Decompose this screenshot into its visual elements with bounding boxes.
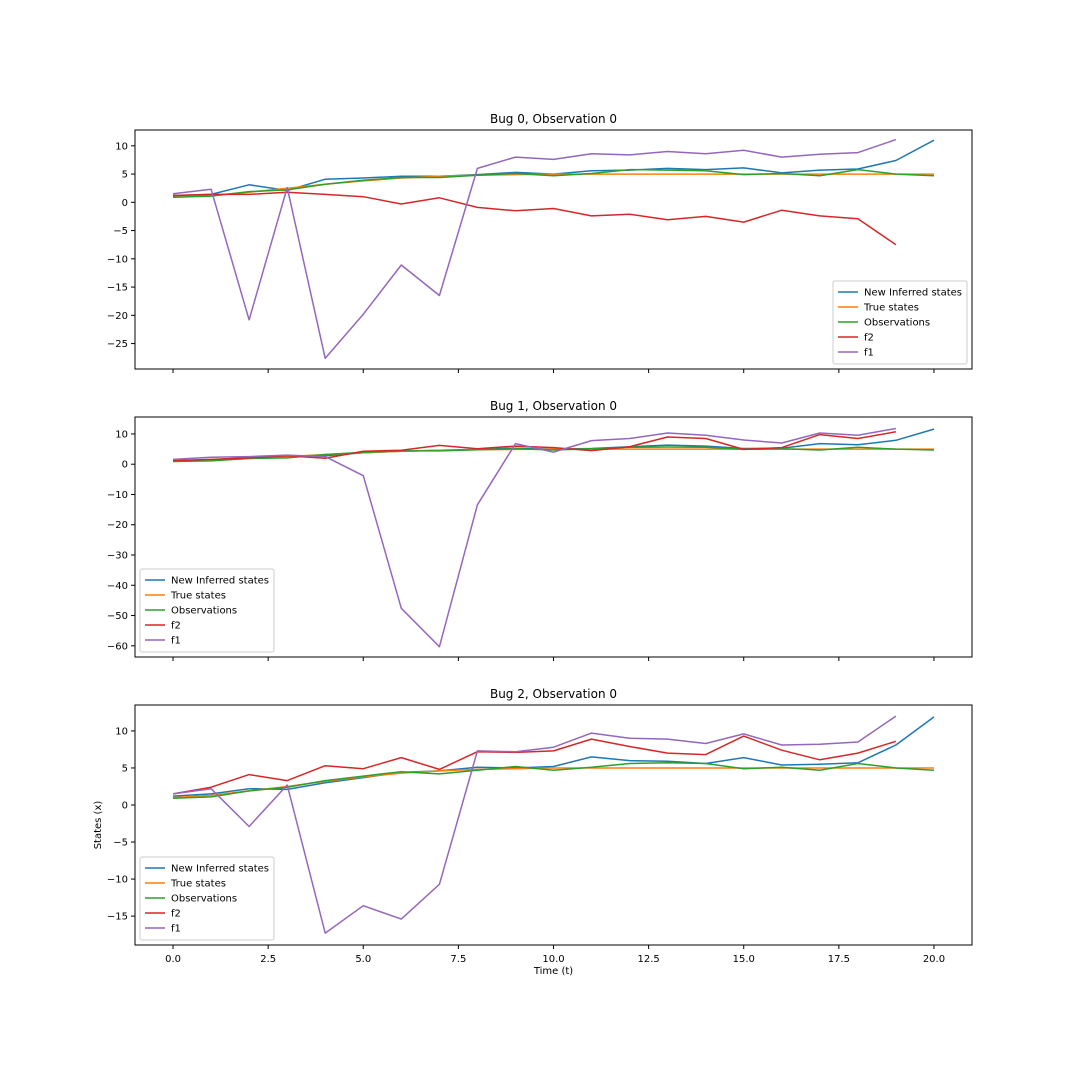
subplot-0: Bug 0, Observation 0 10 5 0 −5 −10 −15 −20 −25 Ne… (107, 112, 973, 373)
axes-frame (134, 129, 973, 370)
x-tick-label: 2.5 (260, 954, 276, 965)
y-tick-label: −40 (107, 581, 128, 592)
subplot-2: Bug 2, Observation 0 0.0 2.5 5.0 7.5 10.0 12.5… (107, 687, 973, 965)
y-tick-label: −10 (107, 875, 128, 886)
series-line-observations (172, 168, 935, 198)
y-axis-label: States (x) (93, 801, 104, 850)
y-tick-label: 0 (122, 460, 128, 471)
legend-label: Observations (171, 894, 237, 905)
legend-box (139, 568, 275, 653)
subplot-1: Bug 1, Observation 0 10 0 −10 −20 −30 −40 −50 −6… (107, 399, 973, 661)
x-tick-label: 15.0 (733, 954, 755, 965)
series-line-f1 (172, 427, 897, 648)
legend: New Inferred states True states Observatio… (139, 856, 275, 941)
axes-frame (134, 416, 973, 658)
y-tick-label: 0 (122, 198, 128, 209)
legend-label: True states (863, 303, 919, 314)
legend-label: Observations (171, 606, 237, 617)
series-line-true-states (172, 173, 934, 198)
axes-frame (134, 704, 973, 946)
y-tick-label: −15 (107, 283, 128, 294)
legend-label: f1 (171, 924, 181, 935)
y-tick-label: −5 (113, 838, 128, 849)
y-tick-label: 10 (115, 726, 128, 737)
y-tick-label: −15 (107, 912, 128, 923)
y-tick-label: −30 (107, 551, 128, 562)
y-tick-label: −10 (107, 254, 128, 265)
x-tick-label: 20.0 (923, 954, 945, 965)
subplot-title: Bug 0, Observation 0 (490, 112, 617, 126)
legend-label: True states (170, 591, 226, 602)
series-line-new-inferred-states (172, 716, 935, 797)
series-line-f2 (172, 431, 897, 462)
y-tick-label: −5 (113, 226, 128, 237)
y-tick-label: 5 (122, 763, 128, 774)
series-line-f2 (172, 735, 897, 795)
y-tick-label: 10 (115, 141, 128, 152)
y-tick-label: −20 (107, 311, 128, 322)
legend-label: f2 (171, 621, 181, 632)
legend-label: New Inferred states (864, 288, 962, 299)
x-tick-label: 0.0 (165, 954, 181, 965)
legend-label: f1 (171, 636, 181, 647)
legend-label: New Inferred states (171, 864, 269, 875)
legend-label: f2 (171, 909, 181, 920)
legend-box (832, 280, 968, 365)
legend-label: True states (170, 879, 226, 890)
subplot-title: Bug 2, Observation 0 (490, 687, 617, 701)
x-tick-label: 7.5 (450, 954, 466, 965)
y-tick-label: −50 (107, 611, 128, 622)
series-line-f2 (172, 191, 897, 246)
y-tick-label: −25 (107, 339, 128, 350)
x-tick-label: 5.0 (355, 954, 371, 965)
legend: New Inferred states True states Observatio… (832, 280, 968, 365)
y-tick-label: 5 (122, 170, 128, 181)
x-tick-label: 17.5 (828, 954, 850, 965)
y-tick-label: −60 (107, 641, 128, 652)
subplot-title: Bug 1, Observation 0 (490, 399, 617, 413)
y-tick-label: 0 (122, 801, 128, 812)
y-tick-label: −10 (107, 490, 128, 501)
legend-label: Observations (864, 318, 930, 329)
legend-label: New Inferred states (171, 576, 269, 587)
legend-label: f2 (864, 333, 874, 344)
y-tick-label: 10 (115, 429, 128, 440)
series-line-observations (172, 762, 935, 800)
series-line-f1 (172, 138, 897, 360)
series-line-true-states (172, 767, 934, 799)
series-line-f1 (172, 715, 897, 934)
y-tick-label: −20 (107, 520, 128, 531)
x-tick-label: 10.0 (542, 954, 564, 965)
legend-box (139, 856, 275, 941)
legend: New Inferred states True states Observatio… (139, 568, 275, 653)
legend-label: f1 (864, 348, 874, 359)
x-axis-label: Time (t) (533, 966, 573, 977)
x-tick-label: 12.5 (637, 954, 659, 965)
